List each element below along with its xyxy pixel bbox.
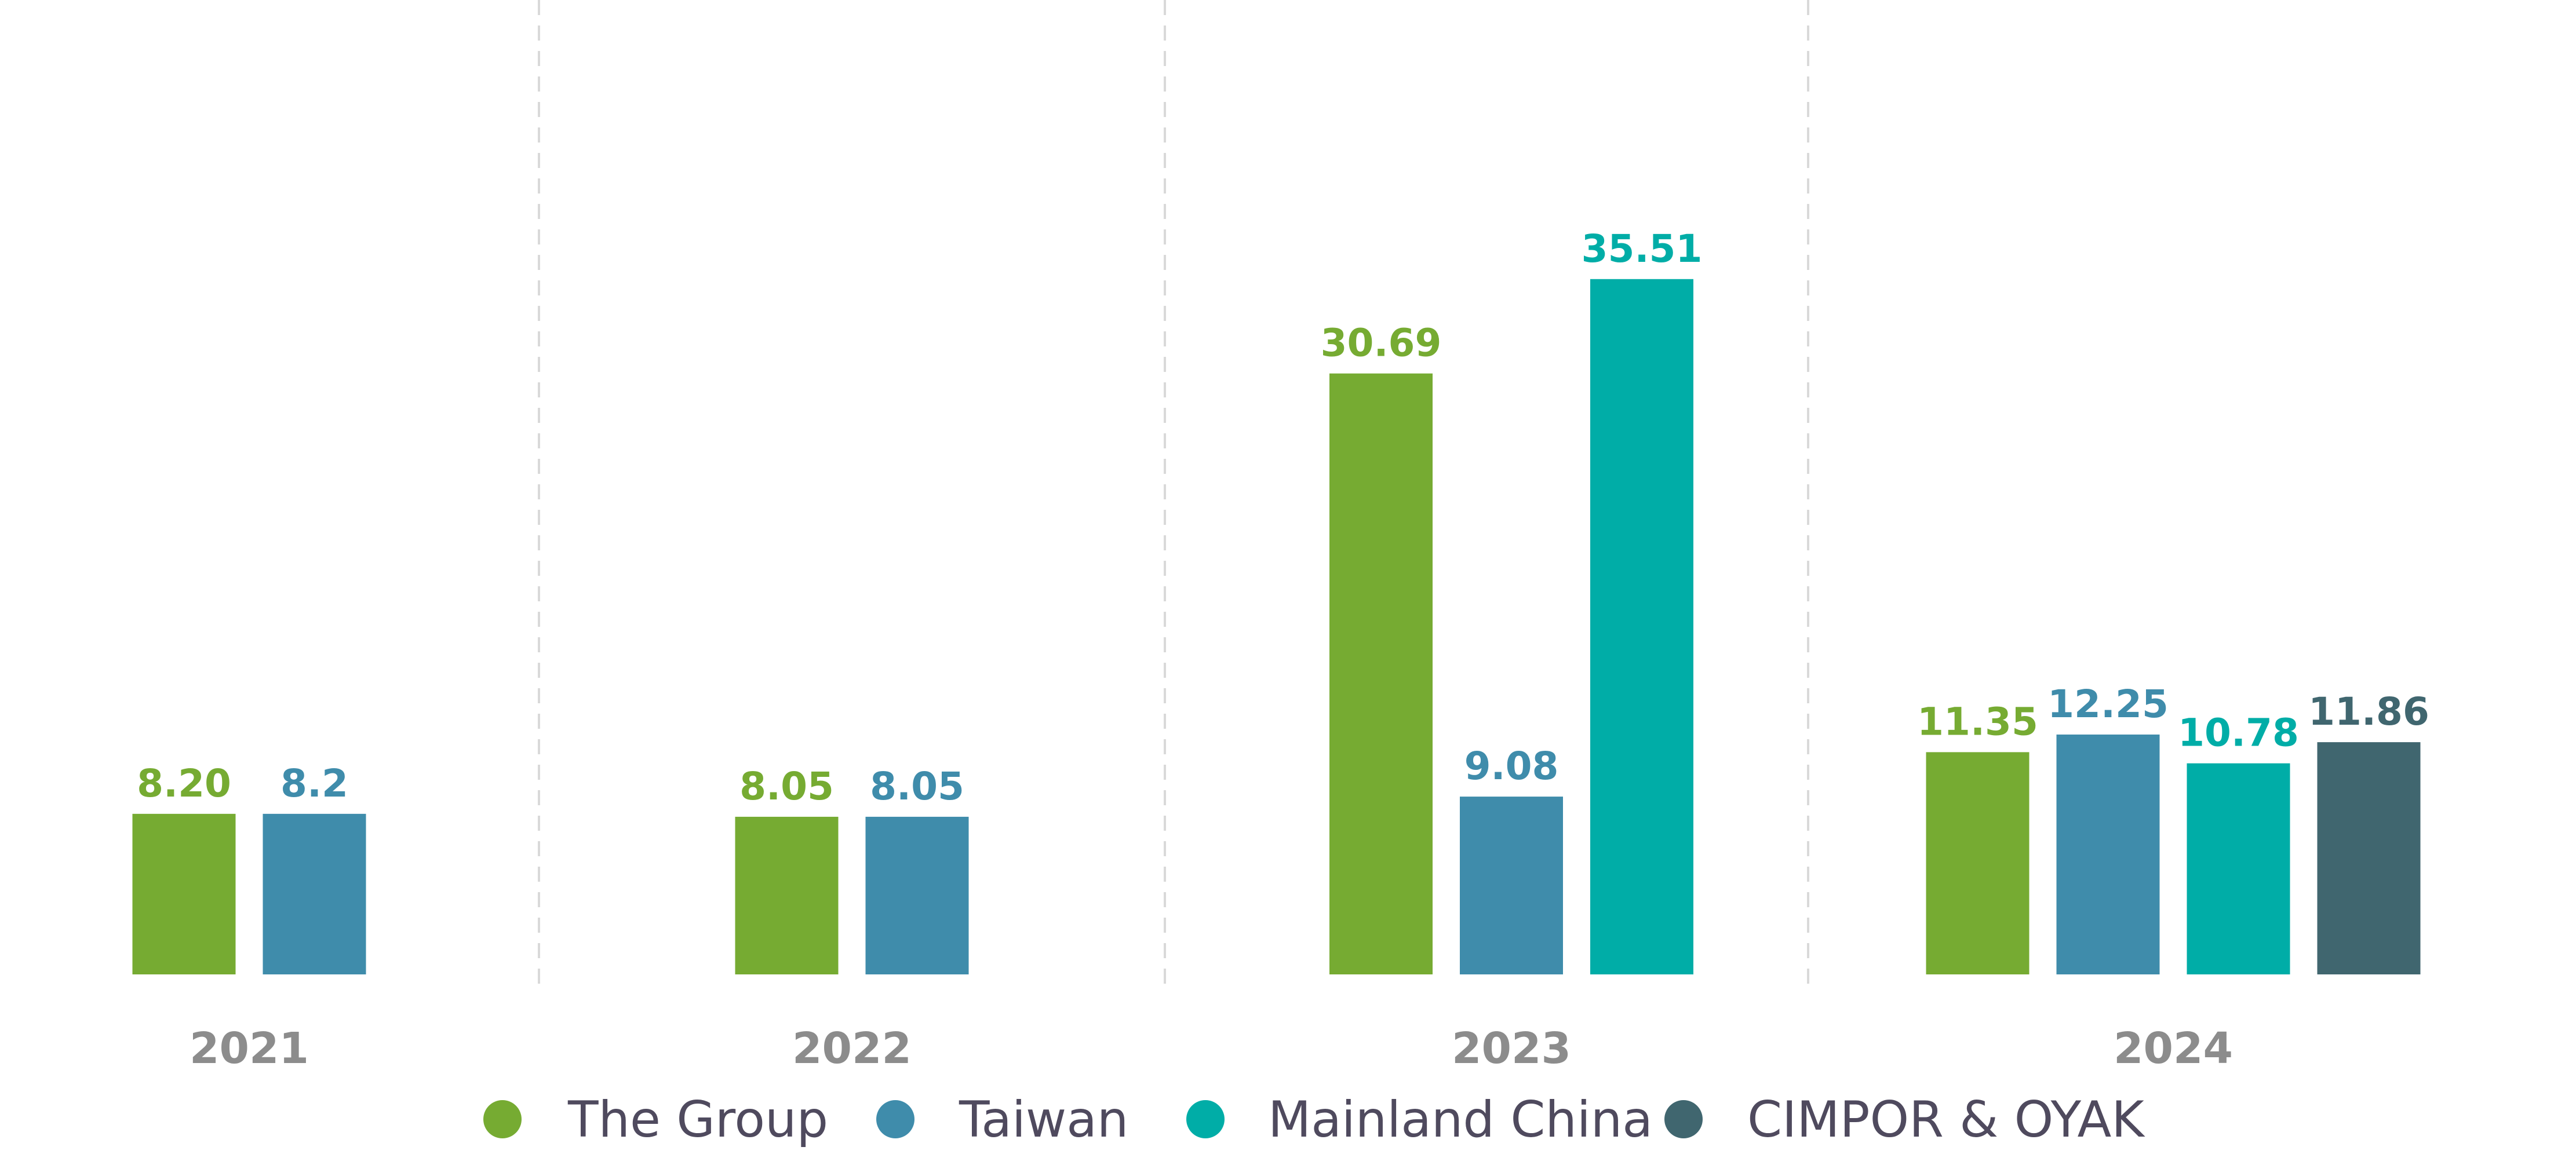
value-label-2022-taiwan: 8.05 [870,764,964,809]
year-label-2021: 2021 [190,1024,309,1073]
legend-swatch-taiwan [876,1100,914,1138]
legend-swatch-cimpor-oyak [1664,1100,1703,1138]
legend-swatch-the-group [483,1100,522,1138]
legend: The Group Taiwan Mainland China CIMPOR & OY… [483,1091,2145,1149]
value-label-2024-mainland-china: 10.78 [2178,711,2299,755]
bar-2024-cimpor-oyak [2317,742,2421,974]
value-label-2023-mainland-china: 35.51 [1582,227,1703,271]
value-label-2022-the-group: 8.05 [739,764,834,809]
year-label-2023: 2023 [1452,1024,1571,1073]
bar-2023-mainland-china [1590,279,1693,975]
value-label-2024-taiwan: 12.25 [2047,682,2169,726]
bar-2024-taiwan [2056,734,2160,974]
value-label-2024-the-group: 11.35 [1917,699,2038,744]
bar-2022-taiwan [865,816,969,974]
value-label-2023-the-group: 30.69 [1321,321,1442,366]
legend-swatch-mainland-china [1186,1100,1225,1138]
legend-label-taiwan: Taiwan [959,1091,1128,1149]
bar-marks [132,279,2421,975]
bar-2022-the-group [735,816,839,974]
bar-2023-the-group [1329,373,1433,974]
bar-2024-the-group [1926,752,2030,974]
bar-2021-the-group [132,813,236,974]
bar-2023-taiwan [1460,797,1563,974]
year-label-2022: 2022 [792,1024,912,1073]
legend-label-the-group: The Group [567,1091,828,1149]
value-label-2023-taiwan: 9.08 [1464,744,1559,788]
value-label-2021-the-group: 8.20 [137,761,231,806]
year-label-2024: 2024 [2114,1024,2233,1073]
legend-label-mainland-china: Mainland China [1268,1091,1653,1149]
bar-2024-mainland-china [2187,763,2290,974]
value-label-2024-cimpor-oyak: 11.86 [2308,689,2429,734]
value-label-2021-taiwan: 8.2 [280,761,348,806]
group-separators [538,0,1809,985]
category-axis-labels: 2021 2022 2023 2024 [190,1024,2233,1073]
legend-label-cimpor-oyak: CIMPOR & OYAK [1747,1091,2145,1149]
bar-2021-taiwan [263,813,366,974]
